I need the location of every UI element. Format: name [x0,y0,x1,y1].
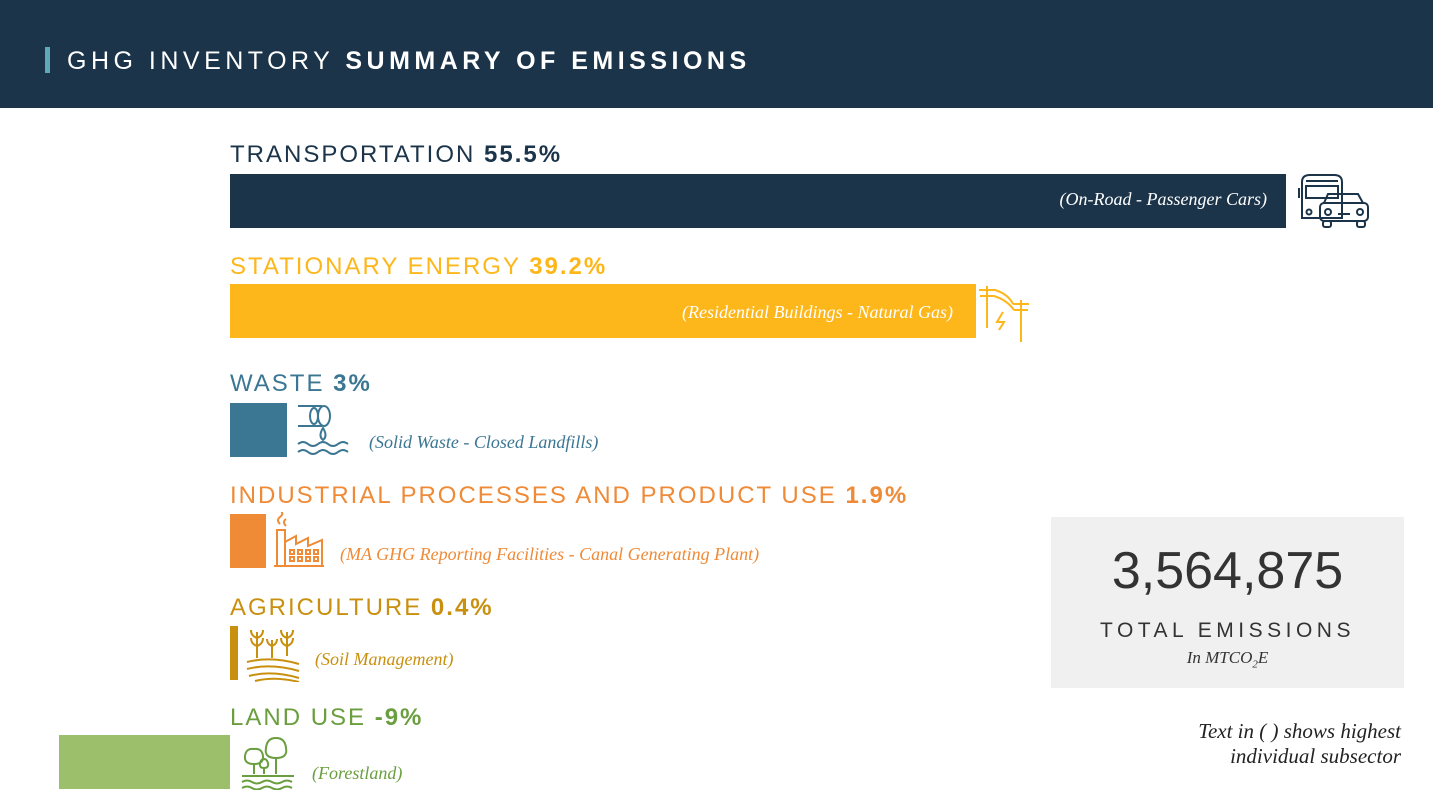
footnote-line-1: Text in ( ) shows highest [1198,719,1401,743]
category-label: WASTE 3% [230,369,372,399]
bar-waste [230,403,288,457]
subsector-label: (Soil Management) [315,649,454,669]
category-name: TRANSPORTATION [230,141,476,168]
total-emissions-value: 3,564,875 [1111,542,1344,600]
category-name: INDUSTRIAL PROCESSES AND PRODUCT USE [230,482,837,509]
bar-agriculture [230,626,238,680]
total-emissions-unit: In MTCO2E [1051,647,1404,675]
category-percent: 55.5% [484,141,563,168]
footnote-line-2: individual subsector [1230,744,1401,768]
footnote: Text in ( ) shows highest individual sub… [1198,719,1401,769]
header-accent [45,47,50,73]
category-percent: 0.4% [430,594,494,621]
category-name: AGRICULTURE [230,594,423,621]
category-percent: 39.2% [529,253,608,280]
category-label: LAND USE -9% [230,703,423,733]
subsector-label: (Residential Buildings - Natural Gas) [682,302,953,322]
subsector-label: (Forestland) [312,763,403,783]
unit-subscript: 2 [1252,658,1258,671]
category-percent: 3% [333,370,372,397]
unit-suffix: E [1257,648,1269,667]
category-percent: 1.9% [845,482,909,509]
category-label: STATIONARY ENERGY 39.2% [230,252,607,282]
crops-icon [246,629,300,682]
title-light: GHG INVENTORY [67,47,334,75]
factory-icon [274,512,324,567]
category-percent: -9% [374,704,424,731]
subsector-label: (Solid Waste - Closed Landfills) [369,432,599,452]
unit-prefix: In MTCO [1186,648,1253,667]
bar-land-use [58,735,230,789]
total-emissions-label: TOTAL EMISSIONS [1100,619,1355,642]
subsector-label: (On-Road - Passenger Cars) [1059,189,1267,209]
vehicles-icon [1298,174,1369,228]
bar-transportation [230,174,1286,228]
bar-industrial [230,514,267,568]
title-bold: SUMMARY OF EMISSIONS [345,47,751,75]
category-name: WASTE [230,370,325,397]
category-name: LAND USE [230,704,367,731]
landfill-pipe-icon [297,405,349,455]
power-lines-icon [979,286,1029,342]
bar-stationary-energy [230,284,976,338]
category-name: STATIONARY ENERGY [230,253,521,280]
total-emissions-box: 3,564,875 TOTAL EMISSIONS In MTCO2E [1051,517,1404,688]
category-label: TRANSPORTATION 55.5% [230,140,562,170]
page-title: GHG INVENTORY SUMMARY OF EMISSIONS [67,44,751,78]
trees-icon [241,736,294,790]
header-bar: GHG INVENTORY SUMMARY OF EMISSIONS [0,0,1433,108]
category-label: INDUSTRIAL PROCESSES AND PRODUCT USE 1.9… [230,481,908,511]
subsector-label: (MA GHG Reporting Facilities - Canal Gen… [340,544,760,564]
category-label: AGRICULTURE 0.4% [230,593,494,623]
